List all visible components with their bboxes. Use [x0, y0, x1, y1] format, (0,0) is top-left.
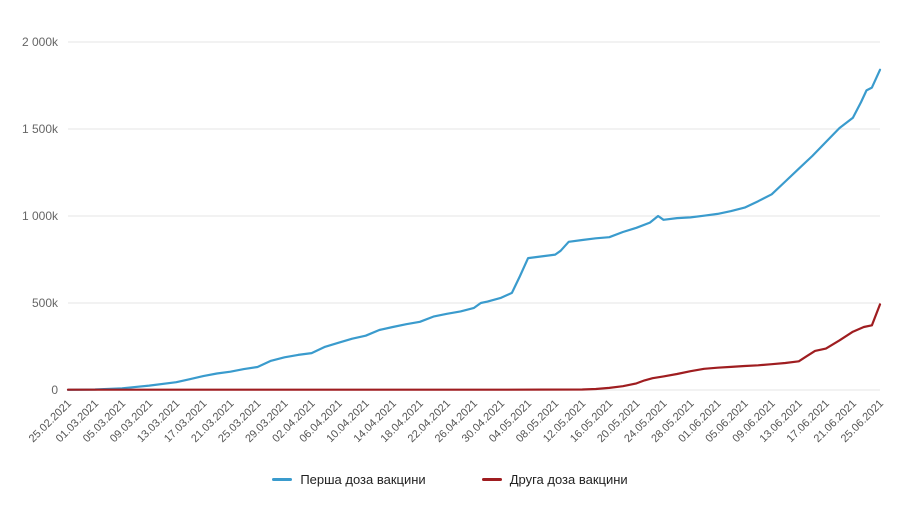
legend-label-first-dose: Перша доза вакцини — [300, 471, 426, 487]
y-axis-tick-label: 0 — [51, 383, 58, 397]
legend-line-swatch-second-dose — [481, 477, 502, 481]
legend-line-swatch-first-dose — [272, 477, 293, 481]
legend-item-second-dose[interactable]: Друга доза вакцини — [481, 471, 628, 487]
series-line-0 — [66, 68, 882, 391]
legend-item-first-dose[interactable]: Перша доза вакцини — [272, 471, 426, 487]
legend-label-second-dose: Друга доза вакцини — [509, 471, 628, 487]
chart-legend: Перша доза вакцини Друга доза вакцини — [0, 461, 900, 497]
y-axis-tick-label: 1 000k — [22, 209, 59, 223]
y-axis-tick-label: 500k — [32, 296, 59, 310]
series-line-1 — [66, 303, 882, 391]
y-axis-tick-label: 2 000k — [22, 35, 59, 49]
y-axis-tick-label: 1 500k — [22, 122, 59, 136]
